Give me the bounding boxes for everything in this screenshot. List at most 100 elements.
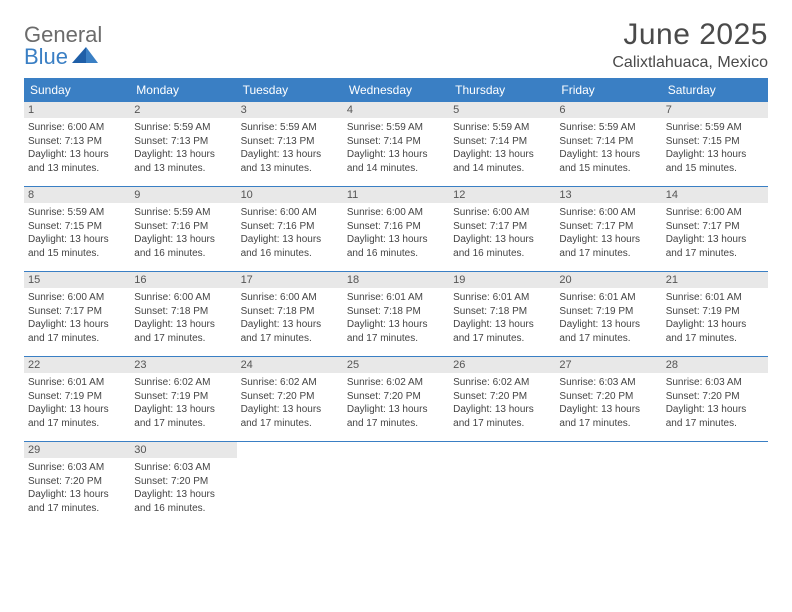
brand-triangle-icon: [72, 47, 98, 68]
sunrise-line: Sunrise: 6:03 AM: [134, 461, 232, 475]
daylight-line: Daylight: 13 hours and 13 minutes.: [28, 148, 126, 175]
calendar-day: 21Sunrise: 6:01 AMSunset: 7:19 PMDayligh…: [662, 272, 768, 356]
sunrise-line: Sunrise: 6:00 AM: [241, 206, 339, 220]
day-number: 12: [449, 187, 555, 203]
sunset-line: Sunset: 7:19 PM: [559, 305, 657, 319]
day-number: 29: [24, 442, 130, 458]
day-details: Sunrise: 5:59 AMSunset: 7:14 PMDaylight:…: [347, 121, 445, 175]
day-details: Sunrise: 6:02 AMSunset: 7:20 PMDaylight:…: [453, 376, 551, 430]
day-number: 25: [343, 357, 449, 373]
sunrise-line: Sunrise: 6:00 AM: [666, 206, 764, 220]
calendar-day-empty: .: [343, 442, 449, 526]
sunset-line: Sunset: 7:19 PM: [666, 305, 764, 319]
sunset-line: Sunset: 7:19 PM: [28, 390, 126, 404]
sunset-line: Sunset: 7:20 PM: [559, 390, 657, 404]
sunrise-line: Sunrise: 6:03 AM: [666, 376, 764, 390]
day-number: 20: [555, 272, 661, 288]
daylight-line: Daylight: 13 hours and 17 minutes.: [28, 403, 126, 430]
day-number: 23: [130, 357, 236, 373]
day-details: Sunrise: 5:59 AMSunset: 7:14 PMDaylight:…: [559, 121, 657, 175]
calendar-day: 2Sunrise: 5:59 AMSunset: 7:13 PMDaylight…: [130, 102, 236, 186]
sunrise-line: Sunrise: 6:02 AM: [241, 376, 339, 390]
dow-sunday: Sunday: [24, 78, 130, 102]
daylight-line: Daylight: 13 hours and 16 minutes.: [134, 488, 232, 515]
calendar-day: 6Sunrise: 5:59 AMSunset: 7:14 PMDaylight…: [555, 102, 661, 186]
sunrise-line: Sunrise: 5:59 AM: [134, 121, 232, 135]
daylight-line: Daylight: 13 hours and 13 minutes.: [241, 148, 339, 175]
daylight-line: Daylight: 13 hours and 17 minutes.: [241, 318, 339, 345]
sunrise-line: Sunrise: 6:02 AM: [134, 376, 232, 390]
sunrise-line: Sunrise: 6:02 AM: [453, 376, 551, 390]
sunset-line: Sunset: 7:20 PM: [453, 390, 551, 404]
day-details: Sunrise: 6:00 AMSunset: 7:17 PMDaylight:…: [453, 206, 551, 260]
calendar-week: 29Sunrise: 6:03 AMSunset: 7:20 PMDayligh…: [24, 442, 768, 526]
calendar-day: 28Sunrise: 6:03 AMSunset: 7:20 PMDayligh…: [662, 357, 768, 441]
calendar-day: 1 Sunrise: 6:00 AMSunset: 7:13 PMDaylight…: [24, 102, 130, 186]
sunrise-line: Sunrise: 5:59 AM: [241, 121, 339, 135]
sunrise-line: Sunrise: 6:00 AM: [241, 291, 339, 305]
calendar-day: 14Sunrise: 6:00 AMSunset: 7:17 PMDayligh…: [662, 187, 768, 271]
sunrise-line: Sunrise: 5:59 AM: [347, 121, 445, 135]
daylight-line: Daylight: 13 hours and 17 minutes.: [347, 403, 445, 430]
daylight-line: Daylight: 13 hours and 17 minutes.: [666, 318, 764, 345]
day-details: Sunrise: 6:01 AMSunset: 7:19 PMDaylight:…: [28, 376, 126, 430]
day-details: Sunrise: 5:59 AMSunset: 7:13 PMDaylight:…: [134, 121, 232, 175]
daylight-line: Daylight: 13 hours and 17 minutes.: [28, 318, 126, 345]
day-number: 15: [24, 272, 130, 288]
calendar-day: 26Sunrise: 6:02 AMSunset: 7:20 PMDayligh…: [449, 357, 555, 441]
sunrise-line: Sunrise: 6:00 AM: [28, 291, 126, 305]
sunrise-line: Sunrise: 5:59 AM: [453, 121, 551, 135]
sunset-line: Sunset: 7:14 PM: [559, 135, 657, 149]
dow-wednesday: Wednesday: [343, 78, 449, 102]
daylight-line: Daylight: 13 hours and 16 minutes.: [453, 233, 551, 260]
day-details: Sunrise: 6:00 AMSunset: 7:16 PMDaylight:…: [241, 206, 339, 260]
day-number: 10: [237, 187, 343, 203]
sunrise-line: Sunrise: 5:59 AM: [666, 121, 764, 135]
sunset-line: Sunset: 7:15 PM: [666, 135, 764, 149]
calendar-day-empty: .: [449, 442, 555, 526]
daylight-line: Daylight: 13 hours and 15 minutes.: [666, 148, 764, 175]
day-number: 1: [24, 102, 130, 118]
day-number: 5: [449, 102, 555, 118]
day-details: Sunrise: 6:00 AMSunset: 7:13 PMDaylight:…: [28, 121, 126, 175]
daylight-line: Daylight: 13 hours and 17 minutes.: [134, 318, 232, 345]
sunrise-line: Sunrise: 5:59 AM: [28, 206, 126, 220]
day-details: Sunrise: 6:01 AMSunset: 7:19 PMDaylight:…: [666, 291, 764, 345]
calendar-day: 23Sunrise: 6:02 AMSunset: 7:19 PMDayligh…: [130, 357, 236, 441]
sunset-line: Sunset: 7:15 PM: [28, 220, 126, 234]
calendar-day-empty: .: [662, 442, 768, 526]
calendar-day: 20Sunrise: 6:01 AMSunset: 7:19 PMDayligh…: [555, 272, 661, 356]
sunset-line: Sunset: 7:20 PM: [28, 475, 126, 489]
calendar-day: 25Sunrise: 6:02 AMSunset: 7:20 PMDayligh…: [343, 357, 449, 441]
daylight-line: Daylight: 13 hours and 17 minutes.: [241, 403, 339, 430]
sunrise-line: Sunrise: 6:00 AM: [453, 206, 551, 220]
day-number: 19: [449, 272, 555, 288]
day-details: Sunrise: 5:59 AMSunset: 7:16 PMDaylight:…: [134, 206, 232, 260]
day-number: 8: [24, 187, 130, 203]
calendar-day: 17Sunrise: 6:00 AMSunset: 7:18 PMDayligh…: [237, 272, 343, 356]
calendar-day: 12 Sunrise: 6:00 AMSunset: 7:17 PMDayligh…: [449, 187, 555, 271]
sunset-line: Sunset: 7:13 PM: [134, 135, 232, 149]
page-header: General Blue June 2025 Calixtlahuaca, Me…: [24, 18, 768, 72]
month-title: June 2025: [612, 18, 768, 52]
calendar-day: 22Sunrise: 6:01 AMSunset: 7:19 PMDayligh…: [24, 357, 130, 441]
day-details: Sunrise: 5:59 AMSunset: 7:13 PMDaylight:…: [241, 121, 339, 175]
calendar-day: 4Sunrise: 5:59 AMSunset: 7:14 PMDaylight…: [343, 102, 449, 186]
daylight-line: Daylight: 13 hours and 15 minutes.: [559, 148, 657, 175]
day-details: Sunrise: 5:59 AMSunset: 7:15 PMDaylight:…: [666, 121, 764, 175]
day-details: Sunrise: 6:03 AMSunset: 7:20 PMDaylight:…: [559, 376, 657, 430]
dow-thursday: Thursday: [449, 78, 555, 102]
sunrise-line: Sunrise: 6:03 AM: [28, 461, 126, 475]
calendar-day: 9Sunrise: 5:59 AMSunset: 7:16 PMDaylight…: [130, 187, 236, 271]
daylight-line: Daylight: 13 hours and 17 minutes.: [347, 318, 445, 345]
sunrise-line: Sunrise: 6:01 AM: [559, 291, 657, 305]
day-details: Sunrise: 6:02 AMSunset: 7:20 PMDaylight:…: [241, 376, 339, 430]
day-details: Sunrise: 6:03 AMSunset: 7:20 PMDaylight:…: [28, 461, 126, 515]
daylight-line: Daylight: 13 hours and 17 minutes.: [134, 403, 232, 430]
day-number: 16: [130, 272, 236, 288]
day-details: Sunrise: 6:03 AMSunset: 7:20 PMDaylight:…: [666, 376, 764, 430]
calendar-day: 3Sunrise: 5:59 AMSunset: 7:13 PMDaylight…: [237, 102, 343, 186]
day-number: 14: [662, 187, 768, 203]
sunset-line: Sunset: 7:18 PM: [134, 305, 232, 319]
sunrise-line: Sunrise: 5:59 AM: [559, 121, 657, 135]
